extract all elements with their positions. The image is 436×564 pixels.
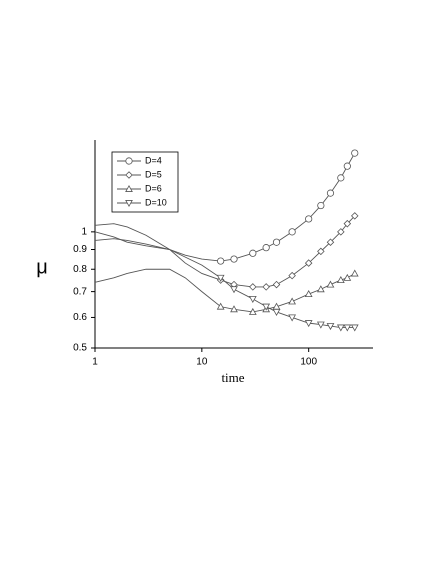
marker bbox=[272, 308, 281, 316]
marker bbox=[248, 307, 257, 315]
y-tick-label: 0.9 bbox=[73, 244, 87, 255]
marker bbox=[262, 283, 270, 291]
marker bbox=[326, 323, 335, 331]
marker bbox=[343, 219, 352, 228]
marker bbox=[316, 285, 325, 293]
marker bbox=[350, 324, 359, 332]
series-line bbox=[94, 215, 356, 288]
legend-marker bbox=[125, 184, 133, 192]
marker bbox=[343, 324, 352, 332]
marker bbox=[262, 244, 270, 252]
marker bbox=[326, 238, 335, 246]
y-tick-label: 0.7 bbox=[73, 286, 87, 297]
marker bbox=[343, 273, 352, 281]
marker bbox=[230, 305, 238, 313]
marker bbox=[351, 149, 359, 157]
marker bbox=[317, 247, 325, 256]
marker bbox=[337, 174, 345, 182]
marker bbox=[249, 283, 257, 291]
y-tick-label: 0.6 bbox=[73, 312, 87, 323]
marker bbox=[336, 324, 345, 332]
marker bbox=[326, 189, 335, 197]
marker bbox=[230, 255, 238, 263]
x-tick-label: 100 bbox=[300, 357, 317, 368]
marker bbox=[288, 314, 297, 322]
marker bbox=[316, 321, 325, 329]
marker bbox=[343, 162, 351, 170]
legend-marker bbox=[125, 157, 133, 165]
series-line bbox=[94, 268, 355, 313]
marker bbox=[288, 228, 296, 236]
marker bbox=[305, 215, 313, 223]
x-tick-label: 10 bbox=[196, 357, 208, 368]
y-axis-label: μ bbox=[36, 256, 48, 278]
marker bbox=[217, 257, 225, 265]
marker bbox=[317, 201, 325, 210]
marker bbox=[304, 259, 313, 267]
legend-box bbox=[111, 151, 179, 213]
marker bbox=[272, 280, 281, 289]
marker bbox=[350, 269, 359, 277]
legend-label: D=4 bbox=[145, 155, 162, 165]
marker bbox=[326, 280, 335, 288]
marker bbox=[216, 274, 225, 282]
marker bbox=[249, 249, 257, 257]
marker bbox=[288, 271, 296, 280]
legend-marker bbox=[125, 171, 133, 179]
legend-label: D=5 bbox=[145, 169, 162, 179]
legend-marker bbox=[125, 200, 133, 208]
marker bbox=[288, 297, 297, 305]
legend-label: D=6 bbox=[145, 183, 162, 193]
series-line bbox=[94, 231, 355, 328]
y-tick-label: 0.5 bbox=[73, 343, 87, 354]
x-axis-label: time bbox=[221, 370, 244, 385]
marker bbox=[350, 212, 359, 220]
marker bbox=[230, 286, 238, 294]
y-tick-label: 1 bbox=[81, 226, 87, 237]
marker bbox=[216, 302, 225, 310]
y-tick-label: 0.8 bbox=[73, 264, 87, 275]
marker bbox=[336, 276, 345, 284]
marker bbox=[304, 320, 313, 328]
marker bbox=[337, 228, 345, 236]
marker bbox=[248, 295, 257, 303]
legend-label: D=10 bbox=[145, 197, 167, 207]
x-tick-label: 1 bbox=[92, 357, 98, 368]
marker bbox=[262, 303, 271, 311]
marker bbox=[272, 238, 281, 246]
marker bbox=[304, 290, 313, 297]
